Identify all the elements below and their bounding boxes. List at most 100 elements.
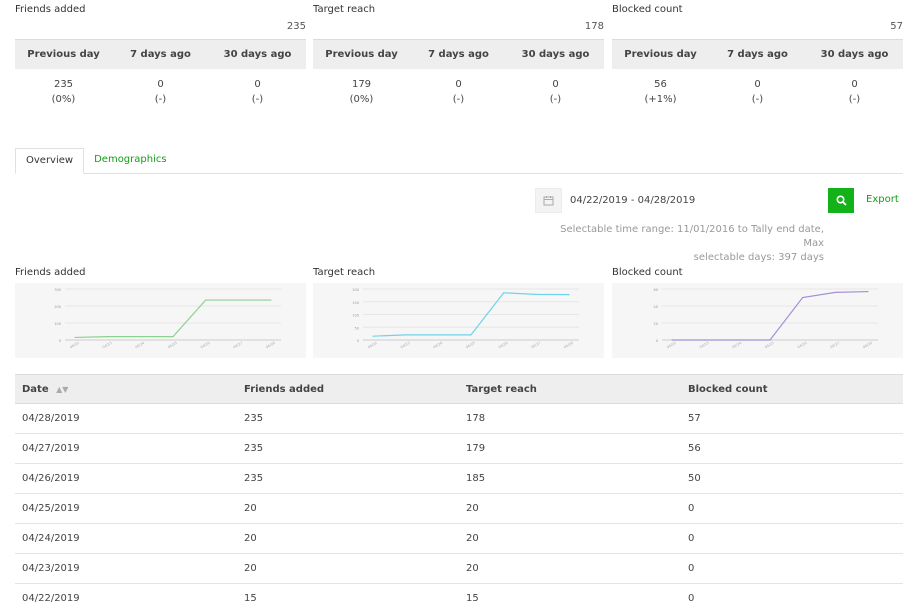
y-tick-label: 40	[654, 305, 658, 309]
selectable-range-note: Selectable time range: 11/01/2016 to Tal…	[560, 223, 824, 265]
cell-blocked: 57	[688, 413, 701, 424]
cell-reach: 185	[466, 473, 486, 484]
card-title: Blocked count	[612, 4, 683, 15]
value: 0	[455, 79, 462, 90]
x-tick-label: 04/27	[232, 341, 243, 350]
search-button[interactable]	[828, 188, 854, 213]
percent: (-)	[452, 94, 465, 105]
cell-reach: 20	[466, 503, 479, 514]
percent: (+1%)	[644, 94, 677, 105]
header-previous-day: Previous day	[325, 49, 398, 60]
y-tick-label: 50	[355, 326, 359, 330]
data-point	[372, 335, 374, 337]
cell-date: 04/22/2019	[22, 593, 80, 604]
summary-card-friends: Friends added 235 Previous day 7 days ag…	[15, 3, 306, 107]
calendar-icon[interactable]	[535, 188, 562, 213]
table-row: 04/25/2019 20 20 0	[15, 494, 903, 524]
card-title: Friends added	[15, 4, 86, 15]
cell-reach: 20	[466, 563, 479, 574]
percent: (-)	[549, 94, 562, 105]
chart-target-reach: Target reach 0 50 100 150 200 04/22 04/23 04/24…	[313, 266, 604, 358]
y-tick-label: 200	[54, 305, 61, 309]
percent: (-)	[154, 94, 167, 105]
y-tick-label: 200	[352, 288, 359, 292]
data-point	[867, 290, 869, 293]
x-tick-label: 04/26	[498, 341, 509, 350]
chart-svg: 0 100 200 300 04/22 04/23 04/24 04/25 04/26 04/27…	[54, 288, 281, 350]
column-friends-added: Friends added	[244, 383, 325, 395]
x-tick-label: 04/28	[563, 341, 574, 350]
y-tick-label: 100	[352, 314, 359, 318]
sort-icon[interactable]: ▲▼	[56, 384, 69, 394]
cell-reach: 178	[466, 413, 486, 424]
data-point	[704, 339, 706, 341]
cell-blocked: 0	[688, 533, 695, 544]
y-tick-label: 20	[654, 322, 658, 326]
value: 235	[53, 79, 74, 90]
x-tick-label: 04/25	[167, 341, 178, 350]
card-total: 57	[890, 21, 903, 32]
search-icon	[835, 195, 847, 206]
cell-date: 04/27/2019	[22, 443, 80, 454]
x-tick-label: 04/24	[432, 340, 443, 349]
chart-title: Blocked count	[612, 267, 683, 278]
table-row: 04/23/2019 20 20 0	[15, 554, 903, 584]
card-header-row: Previous day 7 days ago 30 days ago	[612, 39, 903, 69]
cell-date: 04/23/2019	[22, 563, 80, 574]
percent: (0%)	[349, 94, 374, 105]
y-tick-label: 0	[59, 339, 61, 343]
cell-friends: 235	[244, 473, 264, 484]
cell-friends: 20	[244, 533, 257, 544]
card-values-row: 56 (+1%) 0 (-) 0 (-)	[612, 69, 903, 107]
percent: (0%)	[51, 94, 76, 105]
percent: (-)	[751, 94, 764, 105]
data-point	[74, 336, 76, 339]
table-row: 04/22/2019 15 15 0	[15, 584, 903, 610]
data-point	[237, 299, 239, 301]
table-body: 04/28/2019 235 178 57 04/27/2019 235 179 56 04…	[15, 404, 903, 610]
table-row: 04/26/2019 235 185 50	[15, 464, 903, 494]
x-tick-label: 04/22	[69, 341, 80, 350]
x-tick-label: 04/23	[102, 341, 113, 350]
percent: (-)	[251, 94, 264, 105]
data-point	[503, 292, 505, 294]
tab-bar: Overview Demographics	[15, 148, 903, 174]
cell-reach: 15	[466, 593, 479, 604]
table-row: 04/27/2019 235 179 56	[15, 434, 903, 464]
data-point	[671, 339, 673, 341]
x-tick-label: 04/22	[666, 341, 677, 350]
chart-title: Friends added	[15, 267, 86, 278]
range-note-line-1: Selectable time range: 11/01/2016 to Tal…	[560, 224, 824, 249]
cell-friends: 15	[244, 593, 257, 604]
data-point	[834, 291, 836, 293]
date-range-picker[interactable]: 04/22/2019 - 04/28/2019	[535, 188, 823, 213]
data-point	[270, 299, 272, 301]
export-link[interactable]: Export	[866, 194, 899, 205]
cell-date: 04/24/2019	[22, 533, 80, 544]
summary-card-reach: Target reach 178 Previous day 7 days ago…	[313, 3, 604, 107]
tab-overview[interactable]: Overview	[15, 148, 85, 174]
column-date-label: Date	[22, 383, 49, 395]
data-point	[736, 339, 738, 341]
header-30-days-ago: 30 days ago	[223, 49, 292, 60]
y-tick-label: 0	[656, 339, 658, 343]
column-target-reach: Target reach	[466, 383, 537, 395]
summary-card-blocked: Blocked count 57 Previous day 7 days ago…	[612, 3, 903, 107]
y-tick-label: 150	[352, 301, 359, 305]
x-tick-label: 04/23	[400, 341, 411, 350]
card-header-row: Previous day 7 days ago 30 days ago	[313, 39, 604, 69]
cell-blocked: 50	[688, 473, 701, 484]
date-range-value[interactable]: 04/22/2019 - 04/28/2019	[570, 195, 696, 206]
data-point	[172, 336, 174, 338]
x-tick-label: 04/25	[465, 341, 476, 350]
cell-blocked: 0	[688, 503, 695, 514]
value: 0	[552, 79, 559, 90]
column-date[interactable]: Date ▲▼	[15, 384, 244, 395]
tab-demographics[interactable]: Demographics	[94, 154, 167, 165]
data-point	[139, 336, 141, 338]
x-tick-label: 04/24	[134, 340, 145, 349]
cell-blocked: 0	[688, 563, 695, 574]
x-tick-label: 04/28	[862, 341, 873, 350]
y-tick-label: 300	[54, 288, 61, 292]
header-30-days-ago: 30 days ago	[820, 49, 889, 60]
